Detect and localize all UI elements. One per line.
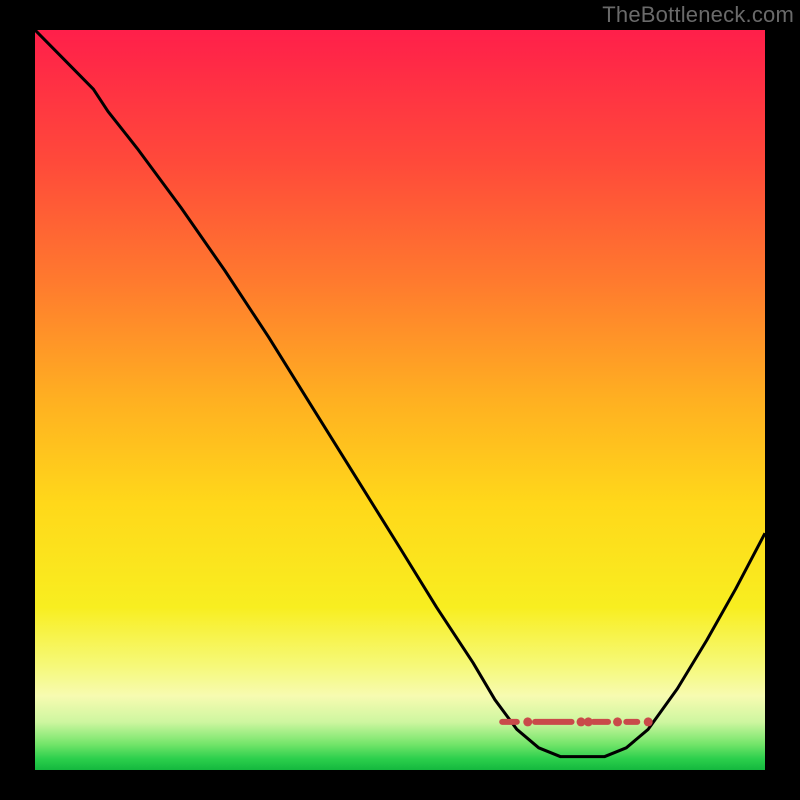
marker-dot — [523, 717, 532, 726]
marker-dot — [644, 717, 653, 726]
marker-dot — [613, 717, 622, 726]
watermark-text: TheBottleneck.com — [602, 2, 794, 28]
marker-dot — [584, 717, 593, 726]
plot-area — [35, 30, 765, 770]
chart-svg — [35, 30, 765, 770]
gradient-background — [35, 30, 765, 770]
chart-frame: TheBottleneck.com — [0, 0, 800, 800]
